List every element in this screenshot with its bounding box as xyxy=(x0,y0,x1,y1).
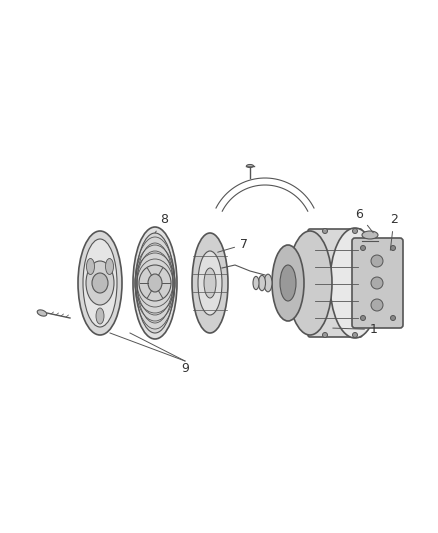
Circle shape xyxy=(360,246,365,251)
Circle shape xyxy=(371,299,383,311)
Ellipse shape xyxy=(247,165,254,167)
Ellipse shape xyxy=(139,265,171,301)
FancyBboxPatch shape xyxy=(352,238,403,328)
Ellipse shape xyxy=(198,251,222,315)
Ellipse shape xyxy=(288,231,332,335)
Ellipse shape xyxy=(106,259,113,274)
Ellipse shape xyxy=(362,231,378,239)
Text: 9: 9 xyxy=(181,361,189,375)
FancyBboxPatch shape xyxy=(308,229,362,337)
Circle shape xyxy=(391,246,396,251)
Ellipse shape xyxy=(330,228,380,338)
Ellipse shape xyxy=(96,308,104,324)
Circle shape xyxy=(371,255,383,267)
Ellipse shape xyxy=(258,276,265,290)
Circle shape xyxy=(371,277,383,289)
Text: 8: 8 xyxy=(155,213,168,233)
Text: 6: 6 xyxy=(355,208,373,233)
Ellipse shape xyxy=(264,274,272,292)
Ellipse shape xyxy=(86,261,114,305)
Ellipse shape xyxy=(86,259,95,274)
Ellipse shape xyxy=(78,231,122,335)
Circle shape xyxy=(353,229,357,233)
Ellipse shape xyxy=(272,245,304,321)
Ellipse shape xyxy=(83,239,117,327)
Circle shape xyxy=(353,333,357,337)
Ellipse shape xyxy=(148,274,162,292)
Text: 1: 1 xyxy=(333,323,378,336)
Ellipse shape xyxy=(92,273,108,293)
Ellipse shape xyxy=(37,310,47,316)
Circle shape xyxy=(322,333,328,337)
Circle shape xyxy=(322,229,328,233)
Circle shape xyxy=(360,316,365,320)
Ellipse shape xyxy=(204,268,216,298)
Text: 2: 2 xyxy=(390,213,398,250)
Ellipse shape xyxy=(192,233,228,333)
Ellipse shape xyxy=(136,233,174,333)
Circle shape xyxy=(391,316,396,320)
Ellipse shape xyxy=(253,277,259,289)
Ellipse shape xyxy=(280,265,296,301)
Text: 7: 7 xyxy=(218,238,248,252)
Ellipse shape xyxy=(133,227,177,339)
